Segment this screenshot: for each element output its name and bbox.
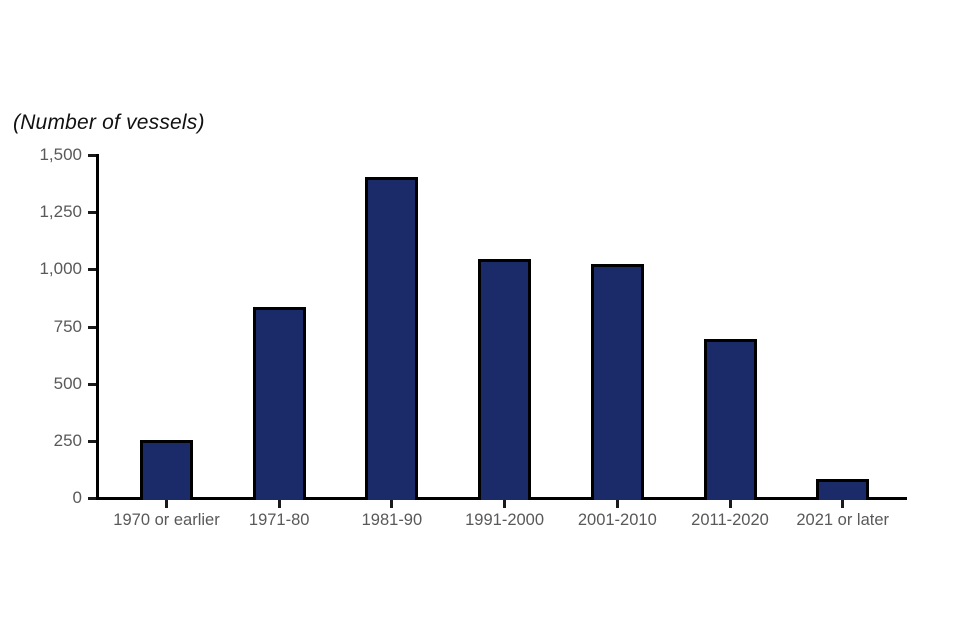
- x-axis-tick: [615, 500, 619, 508]
- bar: [140, 439, 193, 500]
- y-axis-tick-label: 250: [53, 430, 82, 450]
- y-axis-tick: [88, 211, 96, 215]
- y-axis-tick: [88, 268, 96, 272]
- x-axis-tick: [503, 500, 507, 508]
- y-axis-tick: [88, 439, 96, 443]
- x-axis-tick: [728, 500, 732, 508]
- x-axis-tick-label: 2021 or later: [796, 511, 890, 529]
- bar: [478, 259, 532, 500]
- y-axis-tick-label: 0: [72, 488, 82, 507]
- y-axis-tick: [88, 382, 96, 386]
- x-axis-tick-label: 1971-80: [248, 511, 310, 529]
- y-axis-tick-label: 500: [53, 373, 82, 393]
- y-axis-tick: [88, 154, 96, 157]
- y-axis-tick: [88, 497, 96, 500]
- x-axis-tick-label: 2011-2020: [691, 511, 769, 529]
- x-axis-tick: [390, 500, 394, 508]
- bar: [365, 176, 419, 500]
- x-axis-tick-label: 2001-2010: [577, 511, 657, 529]
- bar: [816, 478, 870, 500]
- x-axis-tick: [165, 500, 168, 508]
- x-axis-tick-label: 1970 or earlier: [113, 511, 220, 529]
- x-axis-tick: [277, 500, 281, 508]
- y-axis-tick-label: 1,000: [39, 259, 82, 279]
- x-axis-tick: [841, 500, 845, 508]
- x-axis-tick-label: 1981-90: [361, 511, 423, 529]
- bar: [703, 339, 757, 500]
- chart-title: (Number of vessels): [13, 111, 205, 134]
- y-axis-line: [96, 154, 99, 500]
- y-axis-tick-label: 1,500: [39, 145, 82, 164]
- y-axis-tick-label: 1,250: [39, 202, 82, 222]
- y-axis-tick-label: 750: [53, 316, 82, 336]
- bar: [590, 263, 644, 500]
- bar: [252, 307, 306, 500]
- x-axis-tick-label: 1991-2000: [465, 511, 545, 529]
- y-axis-tick: [88, 325, 96, 329]
